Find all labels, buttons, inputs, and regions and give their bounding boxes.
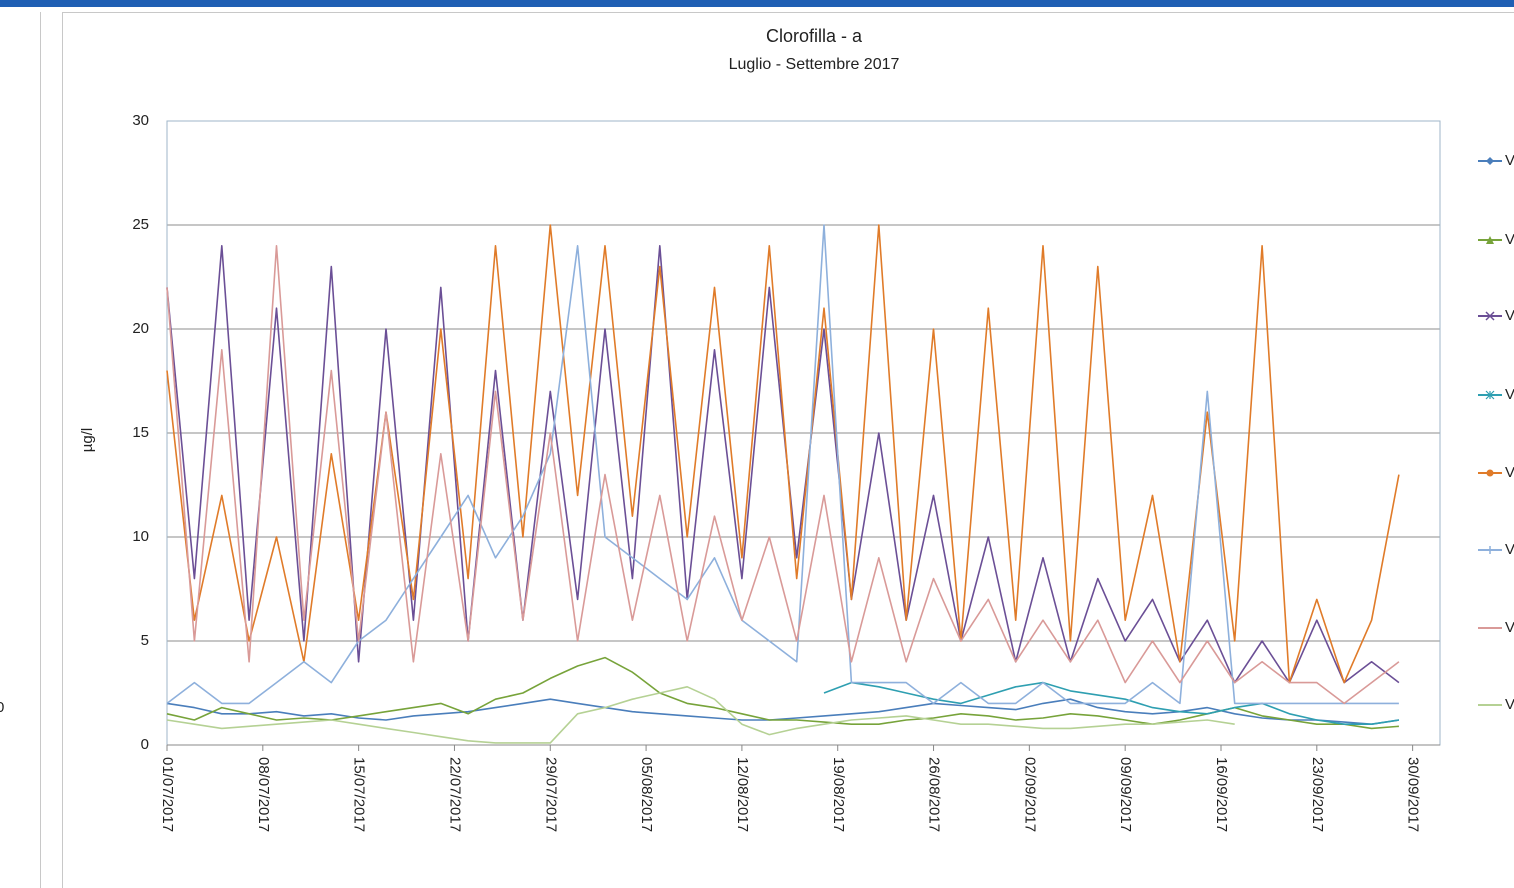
x-tick-label: 22/07/2017	[446, 757, 463, 832]
y-tick-label: 15	[132, 424, 149, 441]
x-tick-label: 23/09/2017	[1309, 757, 1326, 832]
x-tick-label: 09/09/2017	[1117, 757, 1134, 832]
series-line	[166, 686, 1235, 744]
legend-label: V	[1505, 152, 1514, 169]
y-tick-label: 0	[141, 736, 149, 753]
legend-marker	[1486, 236, 1494, 244]
legend-label: V	[1505, 619, 1514, 636]
legend-marker	[1485, 311, 1495, 321]
legend-item: V	[1478, 619, 1514, 636]
y-tick-label: 20	[132, 320, 149, 337]
legend-label: V	[1505, 231, 1514, 248]
chart-title: Clorofilla - a	[766, 26, 863, 46]
x-tick-label: 12/08/2017	[734, 757, 751, 832]
chart-subtitle: Luglio - Settembre 2017	[729, 56, 900, 73]
x-tick-label: 05/08/2017	[638, 757, 655, 832]
series-line	[166, 698, 1400, 725]
x-tick-label: 19/08/2017	[830, 757, 847, 832]
series-line	[166, 656, 1399, 730]
legend-item: V	[1478, 386, 1514, 403]
series-line	[166, 224, 1400, 684]
x-tick-label: 26/08/2017	[926, 757, 943, 832]
legend-item: V	[1478, 231, 1514, 248]
series-line	[823, 681, 1400, 725]
legend-marker	[1486, 469, 1494, 477]
series-line	[166, 245, 1400, 684]
legend-label: V	[1505, 386, 1514, 403]
y-tick-label: 5	[141, 632, 149, 649]
y-tick-label: 30	[132, 112, 149, 129]
top-bar	[0, 0, 1514, 7]
y-axis-label: µg/l	[79, 428, 96, 453]
legend-label: V	[1505, 696, 1514, 713]
x-tick-label: 15/07/2017	[351, 757, 368, 832]
x-tick-label: 02/09/2017	[1021, 757, 1038, 832]
legend-marker	[1486, 546, 1494, 554]
x-tick-label: 16/09/2017	[1213, 757, 1230, 832]
legend-marker	[1486, 157, 1494, 165]
x-tick-label: 30/09/2017	[1405, 757, 1422, 832]
legend-label: V	[1505, 541, 1514, 558]
x-tick-label: 01/07/2017	[159, 757, 176, 832]
legend-item: V	[1478, 152, 1514, 169]
legend-marker	[1485, 390, 1495, 400]
legend-label: V	[1505, 464, 1514, 481]
legend-item: V	[1478, 696, 1514, 713]
left-panel-label: 0	[0, 699, 4, 716]
series-line	[166, 224, 1399, 705]
x-tick-label: 29/07/2017	[542, 757, 559, 832]
legend-item: V	[1478, 307, 1514, 324]
legend-label: V	[1505, 307, 1514, 324]
y-tick-label: 25	[132, 216, 149, 233]
legend-item: V	[1478, 464, 1514, 481]
x-tick-label: 08/07/2017	[255, 757, 272, 832]
legend-item: V	[1478, 541, 1514, 558]
series-line	[166, 245, 1400, 705]
y-tick-label: 10	[132, 528, 149, 545]
